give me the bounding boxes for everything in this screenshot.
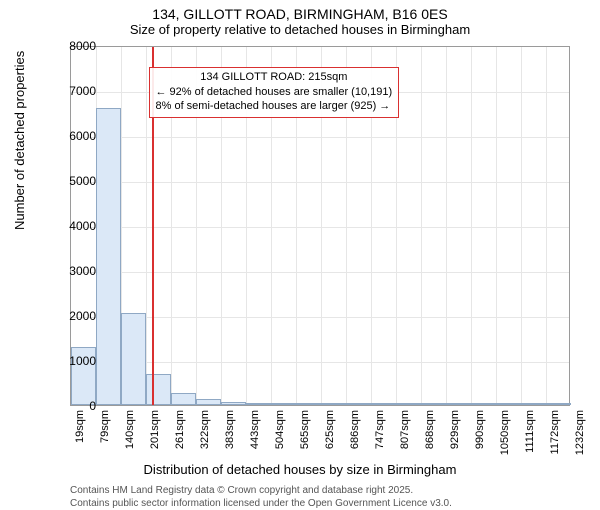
xtick-label: 140sqm	[124, 410, 136, 449]
xtick-label: 1111sqm	[524, 410, 536, 453]
xtick-label: 261sqm	[174, 410, 186, 449]
histogram-bar	[221, 402, 246, 405]
histogram-bar	[446, 403, 471, 405]
gridline-v	[471, 47, 472, 405]
annotation-box: 134 GILLOTT ROAD: 215sqm← 92% of detache…	[149, 67, 400, 119]
histogram-bar	[346, 403, 371, 405]
histogram-bar	[271, 403, 296, 405]
gridline-v	[421, 47, 422, 405]
histogram-bar	[146, 374, 171, 406]
histogram-bar	[371, 403, 396, 405]
ytick-label: 8000	[36, 39, 96, 53]
xtick-label: 1172sqm	[549, 410, 561, 454]
histogram-bar	[96, 108, 121, 405]
gridline-v	[146, 47, 147, 405]
histogram-bar	[171, 393, 196, 405]
xtick-label: 322sqm	[199, 410, 211, 449]
ytick-label: 3000	[36, 264, 96, 278]
histogram-bar	[121, 313, 146, 405]
annotation-line: 8% of semi-detached houses are larger (9…	[156, 99, 393, 114]
attribution-text: Contains HM Land Registry data © Crown c…	[70, 484, 452, 510]
histogram-bar	[546, 403, 571, 405]
histogram-bar	[196, 399, 221, 405]
xtick-label: 868sqm	[424, 410, 436, 449]
xtick-label: 929sqm	[449, 410, 461, 449]
histogram-bar	[471, 403, 496, 405]
attribution-line-2: Contains public sector information licen…	[70, 497, 452, 510]
ytick-label: 4000	[36, 219, 96, 233]
ytick-label: 1000	[36, 354, 96, 368]
histogram-bar	[496, 403, 521, 405]
x-axis-label: Distribution of detached houses by size …	[0, 462, 600, 477]
xtick-label: 990sqm	[474, 410, 486, 449]
xtick-label: 383sqm	[224, 410, 236, 449]
annotation-line: 134 GILLOTT ROAD: 215sqm	[156, 70, 393, 85]
annotation-line: ← 92% of detached houses are smaller (10…	[156, 85, 393, 100]
histogram-bar	[321, 403, 346, 405]
ytick-label: 6000	[36, 129, 96, 143]
ytick-label: 2000	[36, 309, 96, 323]
xtick-label: 504sqm	[274, 410, 286, 449]
histogram-bar	[296, 403, 321, 405]
xtick-label: 443sqm	[249, 410, 261, 449]
xtick-label: 79sqm	[99, 410, 111, 443]
xtick-label: 201sqm	[149, 410, 161, 449]
histogram-bar	[521, 403, 546, 405]
xtick-label: 747sqm	[374, 410, 386, 449]
xtick-label: 19sqm	[74, 410, 86, 443]
gridline-v	[546, 47, 547, 405]
chart-container: 134, GILLOTT ROAD, BIRMINGHAM, B16 0ES S…	[0, 0, 600, 500]
y-axis-label: Number of detached properties	[12, 51, 27, 230]
ytick-label: 5000	[36, 174, 96, 188]
xtick-label: 1050sqm	[499, 410, 511, 455]
ytick-label: 7000	[36, 84, 96, 98]
xtick-label: 807sqm	[399, 410, 411, 449]
gridline-v	[446, 47, 447, 405]
gridline-v	[521, 47, 522, 405]
xtick-label: 686sqm	[349, 410, 361, 449]
histogram-bar	[396, 403, 421, 405]
gridline-v	[496, 47, 497, 405]
histogram-bar	[246, 403, 271, 405]
attribution-line-1: Contains HM Land Registry data © Crown c…	[70, 484, 452, 497]
ytick-label: 0	[36, 399, 96, 413]
xtick-label: 625sqm	[324, 410, 336, 449]
xtick-label: 565sqm	[299, 410, 311, 449]
chart-title: 134, GILLOTT ROAD, BIRMINGHAM, B16 0ES	[0, 0, 600, 22]
xtick-label: 1232sqm	[574, 410, 586, 455]
plot-area: 134 GILLOTT ROAD: 215sqm← 92% of detache…	[70, 46, 570, 406]
histogram-bar	[421, 403, 446, 405]
